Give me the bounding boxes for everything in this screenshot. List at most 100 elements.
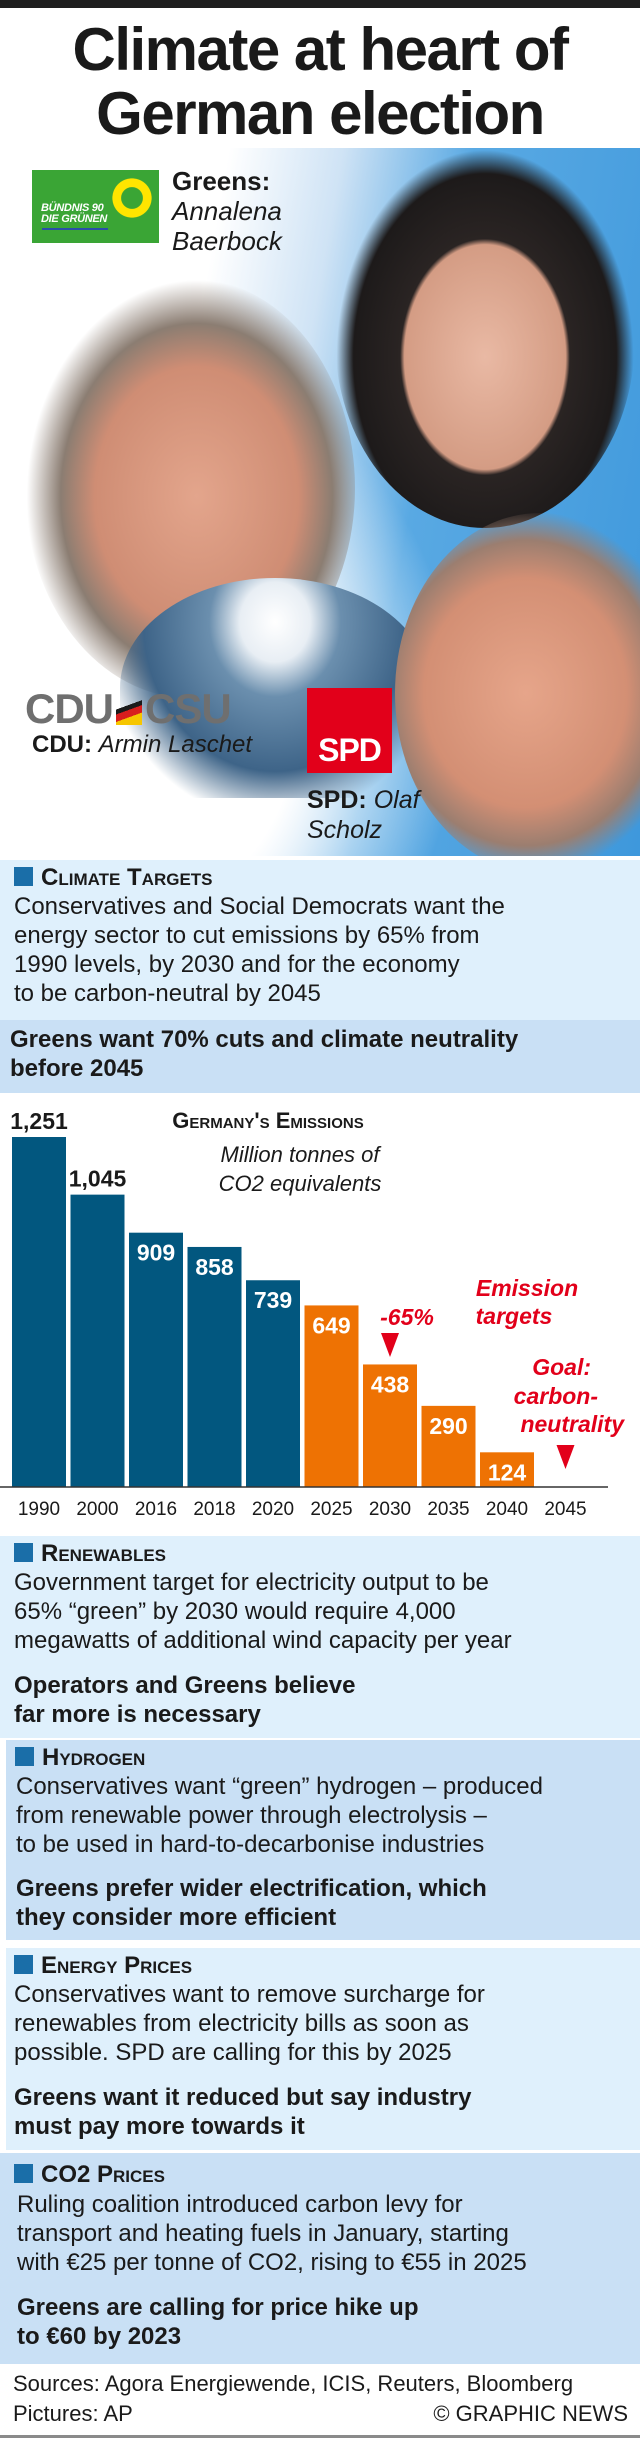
section-climate-targets-greens: Greens want 70% cuts and climate neutral… (0, 1020, 640, 1093)
bar-label-2035: 290 (429, 1413, 467, 1439)
body-line: Ruling coalition introduced carbon levy … (17, 2191, 463, 2218)
energy-prices-heading-text: Energy Prices (41, 1952, 193, 1979)
greens-caption: Greens: Annalena Baerbock (172, 166, 282, 256)
emissions-chart-svg: Germany's Emissions Million tonnes of CO… (0, 1108, 625, 1520)
section-renewables: Renewables Government target for electri… (0, 1536, 640, 1738)
spd-logo-text: SPD (318, 732, 382, 768)
hydrogen-heading-text: Hydrogen (42, 1744, 146, 1771)
cdu-party-label: CDU: (32, 731, 92, 758)
hydrogen-heading: Hydrogen (15, 1744, 145, 1772)
bar-label-2020: 739 (254, 1287, 292, 1313)
greens-line: to €60 by 2023 (17, 2323, 182, 2350)
body-line: Conservatives and Social Democrats want … (14, 893, 505, 920)
renewables-body: Government target for electricity output… (14, 1568, 634, 1655)
co2-prices-heading: CO2 Prices (14, 2161, 165, 2189)
body-line: 65% “green” by 2030 would require 4,000 (14, 1598, 456, 1625)
co2-prices-greens-view: Greens are calling for price hike up to … (17, 2293, 637, 2351)
greens-logo-line-1: BÜNDNIS 90 (41, 202, 104, 214)
bar-2016 (129, 1232, 183, 1487)
pictures-credit: Pictures: AP (13, 2401, 133, 2426)
bar-2020 (246, 1280, 300, 1487)
body-line: to be carbon-neutral by 2045 (14, 980, 321, 1007)
greens-line: far more is necessary (14, 1701, 261, 1728)
greens-line: Greens want 70% cuts and climate neutral… (10, 1026, 519, 1053)
bar-2000 (70, 1194, 125, 1487)
greens-line: before 2045 (10, 1055, 144, 1082)
renewables-heading-text: Renewables (41, 1540, 167, 1567)
x-tick-2018: 2018 (193, 1499, 235, 1520)
body-line: to be used in hard-to-decarbonise indust… (16, 1831, 485, 1858)
body-line: Government target for electricity output… (14, 1569, 489, 1596)
x-tick-2000: 2000 (76, 1499, 118, 1520)
body-line: megawatts of additional wind capacity pe… (14, 1627, 512, 1654)
annotation-targets-line-1: Emission (476, 1275, 578, 1301)
bar-label-1990: 1,251 (10, 1108, 68, 1134)
emissions-chart: Germany's Emissions Million tonnes of CO… (0, 1093, 640, 1533)
renewables-heading: Renewables (14, 1540, 166, 1568)
body-line: 1990 levels, by 2030 and for the economy (14, 951, 460, 978)
bar-2040 (480, 1452, 534, 1487)
title-line-1: Climate at heart of (72, 16, 569, 83)
x-tick-2035: 2035 (427, 1499, 469, 1520)
body-line: with €25 per tonne of CO2, rising to €55… (17, 2249, 527, 2276)
x-tick-2020: 2020 (252, 1499, 294, 1520)
bullet-square-icon (14, 1543, 33, 1562)
co2-prices-heading-text: CO2 Prices (41, 2161, 165, 2188)
hydrogen-greens-view: Greens prefer wider electrification, whi… (16, 1874, 636, 1932)
annotation-goal-line-3: neutrality (520, 1411, 625, 1437)
bullet-square-icon (14, 2164, 33, 2183)
chart-x-ticks: 1990 2000 2016 2018 2020 2025 2030 2035 2040 2045 (18, 1499, 587, 1520)
section-hydrogen: Hydrogen Conservatives want “green” hydr… (6, 1740, 640, 1940)
photo-baerbock (335, 148, 635, 528)
body-line: from renewable power through electrolysi… (16, 1802, 487, 1829)
title-line-2: German election (96, 80, 545, 147)
bar-2018 (187, 1246, 242, 1487)
section-climate-targets: Climate Targets Conservatives and Social… (0, 860, 640, 1020)
cdu-logo-text: CDU (25, 685, 114, 732)
bullet-square-icon (15, 1747, 34, 1766)
bar-label-2025: 649 (312, 1312, 350, 1338)
cdu-caption: CDU: Armin Laschet (32, 730, 252, 760)
bar-1990 (12, 1137, 66, 1487)
footer: Sources: Agora Energiewende, ICIS, Reute… (0, 2364, 640, 2438)
x-tick-2030: 2030 (369, 1499, 411, 1520)
energy-prices-greens-view: Greens want it reduced but say industry … (14, 2083, 634, 2141)
cdu-name: Armin Laschet (98, 731, 253, 758)
sources-credit: Sources: Agora Energiewende, ICIS, Reute… (13, 2371, 574, 2396)
photo-scholz (395, 513, 640, 856)
bar-label-2040: 124 (488, 1459, 527, 1485)
bar-2025 (304, 1305, 359, 1487)
body-line: possible. SPD are calling for this by 20… (14, 2039, 452, 2066)
csu-logo-text: CSU (145, 685, 232, 732)
climate-targets-heading-text: Climate Targets (41, 864, 213, 891)
bar-label-2018: 858 (195, 1254, 234, 1280)
x-tick-2040: 2040 (486, 1499, 528, 1520)
bar-2035 (421, 1405, 476, 1487)
greens-line: must pay more towards it (14, 2113, 305, 2140)
chart-subtitle-line-2: CO2 equivalents (219, 1171, 382, 1196)
chart-subtitle-line-1: Million tonnes of (221, 1142, 383, 1167)
annotation-arrow-2030-icon (381, 1333, 399, 1357)
candidates-photo: BÜNDNIS 90 DIE GRÜNEN Greens: Annalena B… (0, 148, 640, 856)
greens-logo-line-2: DIE GRÜNEN (41, 213, 108, 225)
x-tick-1990: 1990 (18, 1499, 60, 1520)
greens-line: Operators and Greens believe (14, 1672, 356, 1699)
annotation-cut-2030: -65% (380, 1304, 434, 1330)
greens-line: Greens prefer wider electrification, whi… (16, 1875, 487, 1902)
annotation-goal-line-1: Goal: (532, 1354, 591, 1380)
top-bar (0, 0, 640, 8)
body-line: transport and heating fuels in January, … (17, 2220, 509, 2247)
sunflower-icon (110, 176, 154, 220)
bar-label-2016: 909 (137, 1240, 175, 1266)
climate-targets-greens-view: Greens want 70% cuts and climate neutral… (10, 1025, 630, 1083)
greens-line: they consider more efficient (16, 1904, 337, 1931)
chart-bars: 1,251 1,045 909 858 739 649 438 290 124 (10, 1108, 534, 1487)
spd-caption: SPD: Olaf Scholz (307, 785, 420, 845)
climate-targets-body: Conservatives and Social Democrats want … (14, 892, 634, 1008)
energy-prices-heading: Energy Prices (14, 1952, 192, 1980)
bar-label-2000: 1,045 (69, 1166, 127, 1192)
section-energy-prices: Energy Prices Conservatives want to remo… (6, 1948, 640, 2150)
chart-title: Germany's Emissions (172, 1108, 363, 1133)
spd-party-label: SPD: (307, 786, 367, 814)
spd-name-line-2: Scholz (307, 816, 383, 844)
